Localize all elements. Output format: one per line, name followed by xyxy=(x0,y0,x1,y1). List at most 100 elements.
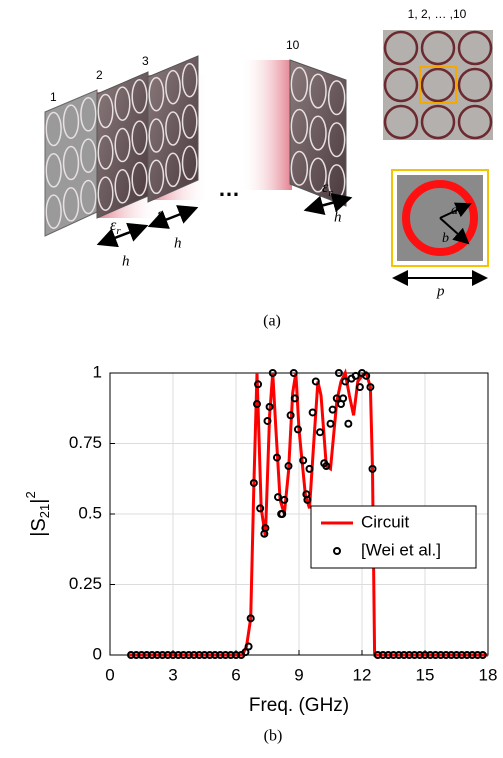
x-axis-label: Freq. (GHz) xyxy=(249,695,349,716)
ring xyxy=(181,145,198,181)
a-label: a xyxy=(451,203,458,218)
data-point xyxy=(278,510,287,518)
ring xyxy=(309,73,327,109)
unit-cell-highlight xyxy=(419,66,457,104)
ring xyxy=(420,67,456,103)
data-point xyxy=(344,419,353,428)
data-point xyxy=(254,380,263,389)
legend-swatch xyxy=(333,547,341,555)
data-point xyxy=(351,371,360,380)
ring xyxy=(290,150,309,186)
ring-pattern xyxy=(45,62,346,229)
ring xyxy=(148,118,165,153)
ylabel-sub: 21 xyxy=(37,504,52,518)
data-point xyxy=(322,462,331,471)
data-point xyxy=(316,428,324,437)
y-axis-label: |S21|2 xyxy=(23,491,52,536)
y-tick-label: 1 xyxy=(93,362,102,381)
data-point xyxy=(286,411,295,420)
data-point xyxy=(268,369,277,377)
data-point xyxy=(303,495,312,504)
ring xyxy=(290,108,309,144)
ring xyxy=(131,79,148,114)
caption: (b) xyxy=(264,728,283,745)
legend-label: [Wei et al.] xyxy=(361,540,441,559)
epsilon-sub: r xyxy=(328,187,333,199)
data-point xyxy=(256,504,265,513)
data-point xyxy=(263,416,272,425)
x-tick-label: 15 xyxy=(416,665,435,684)
ring xyxy=(165,69,181,105)
data-point xyxy=(341,377,350,386)
data-point xyxy=(241,648,250,657)
data-point xyxy=(326,419,335,428)
ylabel-part: |S xyxy=(28,518,50,537)
chart: 0 0.25 0.5 0.75 1 0 3 6 9 12 15 18 Circuit [Wei et al… xyxy=(69,362,498,684)
x-tick-label: 3 xyxy=(168,665,177,684)
ring xyxy=(62,104,80,139)
ring xyxy=(327,122,346,158)
x-tick-label: 9 xyxy=(294,665,303,684)
ring xyxy=(148,76,165,112)
data-point xyxy=(305,464,314,473)
ring xyxy=(114,169,131,204)
data-point xyxy=(249,478,258,487)
legend-box xyxy=(310,505,477,569)
ring xyxy=(181,104,198,139)
dimension-arrow xyxy=(147,205,199,229)
data-point xyxy=(253,400,261,409)
ylabel-sup: 2 xyxy=(23,491,38,498)
data-point xyxy=(265,402,274,411)
data-point xyxy=(280,495,289,504)
radius-arrow xyxy=(439,217,470,245)
axes-box xyxy=(109,372,489,656)
ring xyxy=(131,120,148,155)
ring xyxy=(309,157,327,193)
epsilon-label: εr xyxy=(110,217,121,237)
x-tick-label: 12 xyxy=(353,665,372,684)
ring xyxy=(165,152,181,188)
series-line xyxy=(128,368,488,657)
radius-arrow xyxy=(439,202,472,219)
ring xyxy=(457,104,493,140)
x-tick-label: 18 xyxy=(479,665,498,684)
h-label: h xyxy=(122,253,130,269)
data-point xyxy=(274,493,282,502)
ring xyxy=(457,30,493,66)
data-point xyxy=(362,371,371,380)
ring xyxy=(97,93,114,129)
ring xyxy=(114,86,131,121)
panel-number: 2 xyxy=(96,68,103,82)
y-tick-label: 0 xyxy=(93,644,102,663)
ring xyxy=(97,176,114,211)
y-tick-label: 0.5 xyxy=(78,503,102,522)
data-point xyxy=(246,614,255,623)
h-label: h xyxy=(174,235,182,251)
data-point xyxy=(244,642,253,651)
ellipsis: … xyxy=(218,176,240,201)
ring xyxy=(45,111,62,147)
ring xyxy=(80,97,97,132)
p-label: p xyxy=(436,283,445,299)
data-point xyxy=(355,383,364,392)
ring xyxy=(45,153,62,188)
y-tick-label: 0.75 xyxy=(69,433,102,452)
data-point xyxy=(328,405,337,414)
field-glow xyxy=(240,60,292,190)
ring xyxy=(420,30,456,66)
data-point xyxy=(261,524,270,533)
ring xyxy=(309,115,327,151)
array-rings xyxy=(383,30,493,140)
data-point xyxy=(299,456,308,465)
data-point xyxy=(289,369,298,377)
ring xyxy=(62,187,80,222)
ring xyxy=(80,179,97,215)
layers-label: 1, 2, … ,10 xyxy=(408,7,467,21)
unit-array xyxy=(383,30,493,140)
panel-number: 1 xyxy=(50,90,57,104)
legend-label: Circuit xyxy=(361,512,409,531)
data-point xyxy=(290,394,299,403)
y-tick-label: 0.25 xyxy=(69,574,102,593)
